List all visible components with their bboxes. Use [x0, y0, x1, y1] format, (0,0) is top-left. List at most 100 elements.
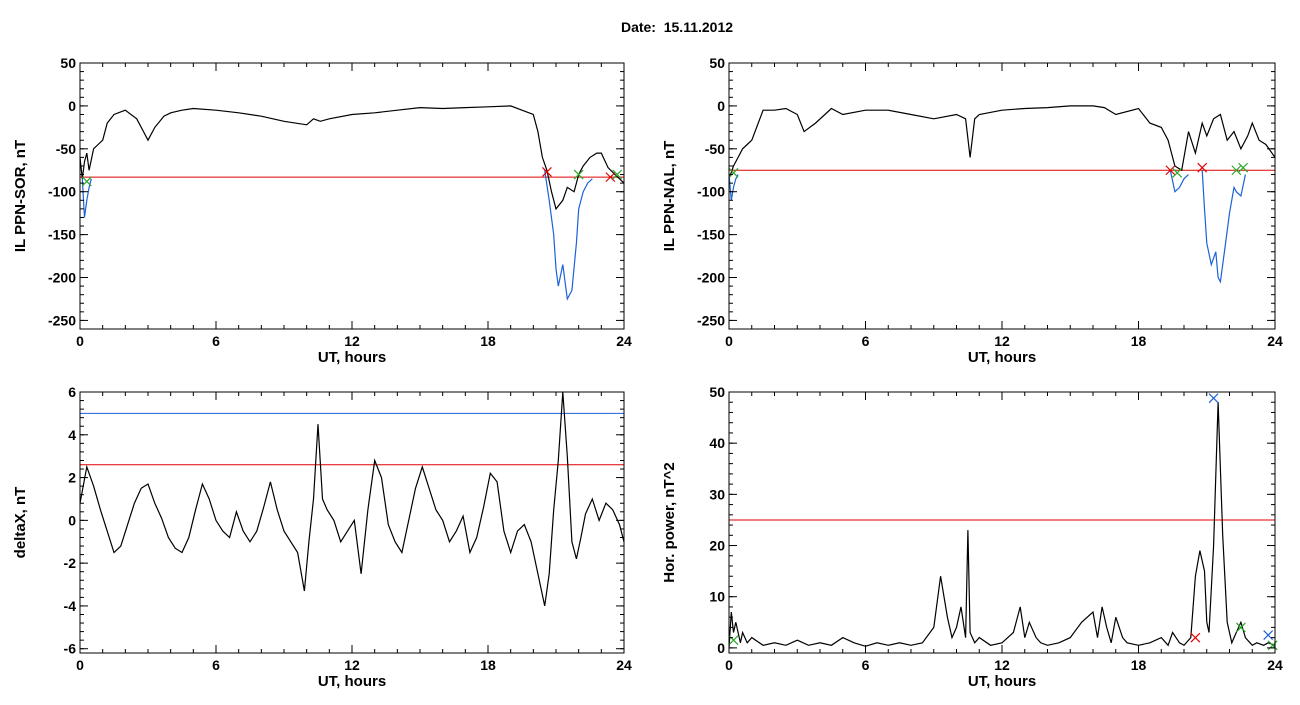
- event-marker: [728, 635, 739, 646]
- x-tick-label: 18: [1131, 333, 1147, 349]
- event-marker: [1231, 165, 1242, 176]
- event-marker: [1267, 640, 1278, 651]
- y-tick-label: -6: [64, 641, 77, 657]
- y-tick-label: 0: [717, 98, 725, 114]
- y-axis-label: Hor. power, nT^2: [661, 462, 678, 582]
- marker-stroke: [1235, 622, 1246, 633]
- y-tick-label: -2: [64, 555, 77, 571]
- y-tick-label: -150: [697, 227, 725, 243]
- event-marker: [1208, 393, 1219, 404]
- y-tick-label: 40: [709, 435, 725, 451]
- x-tick-label: 24: [616, 657, 632, 673]
- panel-4: 0 6 12 18 24 0 10 20 30 40 50 UT, hours Hor. power, …: [661, 384, 1283, 690]
- y-tick-label: -150: [48, 227, 76, 243]
- y-tick-label: -200: [48, 270, 76, 286]
- marker-stroke: [1165, 165, 1176, 176]
- marker-stroke: [728, 635, 739, 646]
- data-series-line: [729, 105, 1275, 179]
- x-tick-label: 6: [862, 657, 870, 673]
- marker-stroke: [612, 169, 623, 180]
- y-tick-label: -4: [64, 598, 77, 614]
- y-tick-label: 30: [709, 486, 725, 502]
- x-tick-label: 18: [480, 333, 496, 349]
- x-axis-label: UT, hours: [968, 673, 1036, 690]
- y-tick-label: 2: [68, 470, 76, 486]
- event-marker: [728, 167, 739, 178]
- x-tick-label: 24: [1267, 657, 1283, 673]
- x-axis-label: UT, hours: [318, 673, 386, 690]
- y-tick-label: -100: [697, 184, 725, 200]
- marker-stroke: [1190, 632, 1201, 643]
- x-tick-label: 6: [212, 657, 220, 673]
- marker-stroke: [728, 167, 739, 178]
- x-tick-label: 24: [1267, 333, 1283, 349]
- event-marker: [1263, 630, 1274, 641]
- y-axis-label: IL PPN-NAL, nT: [661, 141, 678, 252]
- event-marker: [81, 176, 92, 187]
- marker-stroke: [1172, 167, 1183, 178]
- plot-frame: [79, 62, 625, 330]
- x-tick-label: 24: [616, 333, 632, 349]
- y-axis-label: IL PPN-SOR, nT: [12, 140, 29, 252]
- y-tick-label: 4: [68, 427, 76, 443]
- plot-frame: [728, 62, 1276, 330]
- y-tick-label: 10: [709, 589, 725, 605]
- x-tick-label: 0: [725, 333, 733, 349]
- y-tick-label: 50: [709, 55, 725, 71]
- panel-2: 0 6 12 18 24 50 0 -50 -100 -150 -200 -250 UT, hours I…: [661, 55, 1283, 366]
- data-series-line: [80, 392, 624, 607]
- data-series-line: [1169, 170, 1189, 193]
- figure-title: Date: 15.11.2012: [620, 19, 734, 35]
- data-series-line: [80, 105, 624, 211]
- event-marker: [605, 172, 616, 183]
- event-marker: [1235, 622, 1246, 633]
- y-tick-label: -250: [48, 312, 76, 328]
- x-tick-label: 0: [76, 333, 84, 349]
- x-tick-label: 12: [344, 657, 360, 673]
- event-marker: [1190, 632, 1201, 643]
- x-tick-label: 18: [480, 657, 496, 673]
- event-marker: [1172, 167, 1183, 178]
- panel-1: 0 6 12 18 24 50 0 -50 -100 -150 -200 -250 UT, hours I…: [12, 55, 632, 366]
- marker-stroke: [1238, 162, 1249, 173]
- marker-stroke: [81, 176, 92, 187]
- marker-stroke: [1231, 165, 1242, 176]
- marker-stroke: [1197, 162, 1208, 173]
- panel-3: 0 6 12 18 24 6 4 2 0 -2 -4 -6 UT, hours deltaX, nT: [12, 384, 632, 690]
- x-tick-label: 0: [76, 657, 84, 673]
- marker-stroke: [605, 172, 616, 183]
- event-marker: [1197, 162, 1208, 173]
- event-marker: [612, 169, 623, 180]
- event-marker: [573, 169, 584, 180]
- marker-stroke: [542, 167, 552, 177]
- event-marker: [1165, 165, 1176, 176]
- x-tick-label: 18: [1131, 657, 1147, 673]
- x-tick-label: 0: [725, 657, 733, 673]
- y-tick-label: 20: [709, 538, 725, 554]
- data-series-line: [729, 174, 739, 201]
- x-tick-label: 12: [344, 333, 360, 349]
- data-series-line: [729, 402, 1275, 648]
- y-tick-label: -200: [697, 270, 725, 286]
- marker-stroke: [1263, 630, 1274, 641]
- y-tick-label: -250: [697, 312, 725, 328]
- x-axis-label: UT, hours: [318, 349, 386, 366]
- y-tick-label: 0: [68, 512, 76, 528]
- marker-stroke: [1208, 393, 1219, 404]
- data-series-line: [1201, 170, 1246, 284]
- x-tick-label: 12: [994, 333, 1010, 349]
- y-tick-label: 0: [68, 98, 76, 114]
- data-series-line: [544, 170, 593, 301]
- y-tick-label: 50: [60, 55, 76, 71]
- plot-frame: [79, 391, 625, 654]
- y-tick-label: 0: [717, 640, 725, 656]
- x-tick-label: 12: [994, 657, 1010, 673]
- y-tick-label: 6: [68, 384, 76, 400]
- x-axis-label: UT, hours: [968, 349, 1036, 366]
- event-marker: [1238, 162, 1249, 173]
- marker-stroke: [573, 169, 584, 180]
- y-tick-label: 50: [709, 384, 725, 400]
- x-tick-label: 6: [212, 333, 220, 349]
